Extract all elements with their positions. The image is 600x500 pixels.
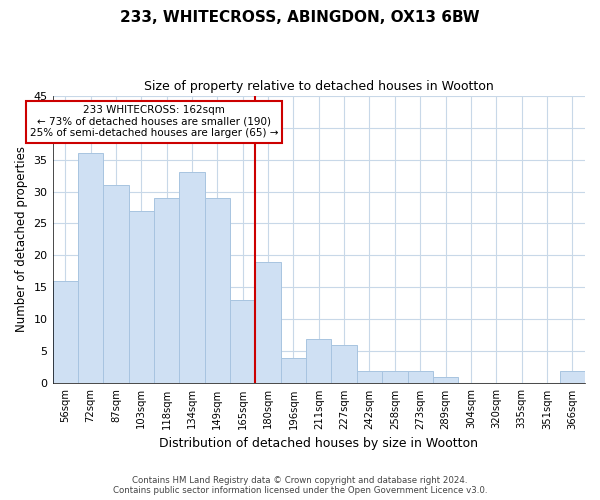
Bar [179,172,205,384]
Bar [205,198,230,384]
Bar [407,370,433,384]
Bar [331,345,357,384]
Text: 233 WHITECROSS: 162sqm
← 73% of detached houses are smaller (190)
25% of semi-de: 233 WHITECROSS: 162sqm ← 73% of detached… [30,105,278,138]
Bar [53,281,78,384]
Bar [128,210,154,384]
Bar [433,377,458,384]
Text: 233, WHITECROSS, ABINGDON, OX13 6BW: 233, WHITECROSS, ABINGDON, OX13 6BW [120,10,480,25]
Bar [78,153,103,384]
Bar [306,338,331,384]
Title: Size of property relative to detached houses in Wootton: Size of property relative to detached ho… [144,80,494,93]
X-axis label: Distribution of detached houses by size in Wootton: Distribution of detached houses by size … [159,437,478,450]
Bar [256,262,281,384]
Y-axis label: Number of detached properties: Number of detached properties [15,146,28,332]
Text: Contains HM Land Registry data © Crown copyright and database right 2024.
Contai: Contains HM Land Registry data © Crown c… [113,476,487,495]
Bar [154,198,179,384]
Bar [560,370,585,384]
Bar [103,185,128,384]
Bar [382,370,407,384]
Bar [281,358,306,384]
Bar [357,370,382,384]
Bar [230,300,256,384]
